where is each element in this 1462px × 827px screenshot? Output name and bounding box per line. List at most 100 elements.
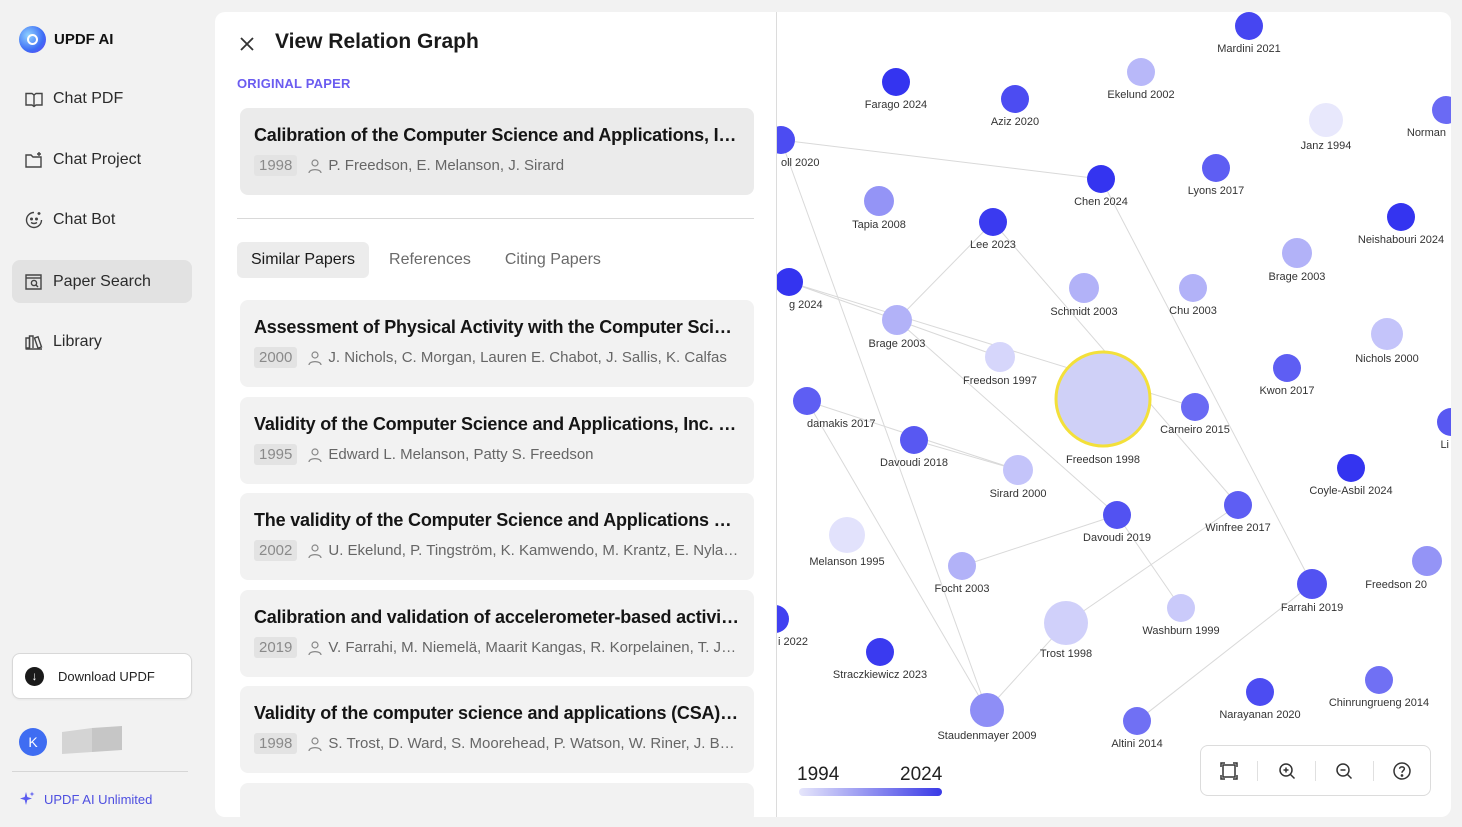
sidebar-item-paper-search[interactable]: Paper Search (12, 260, 192, 303)
graph-node[interactable]: oll 2020 (777, 126, 820, 169)
graph-node[interactable]: Narayanan 2020 (1219, 678, 1301, 721)
graph-node-circle[interactable] (793, 387, 821, 415)
graph-node[interactable]: Washburn 1999 (1142, 594, 1220, 637)
list-item[interactable]: The validity of the Computer Science and… (240, 493, 754, 580)
graph-node-circle[interactable] (1103, 501, 1131, 529)
tab-similar-papers[interactable]: Similar Papers (237, 242, 370, 278)
graph-node[interactable]: Freedson 20 (1365, 546, 1442, 591)
graph-node-circle[interactable] (979, 208, 1007, 236)
graph-node-circle[interactable] (1432, 96, 1451, 124)
graph-node-circle[interactable] (1437, 408, 1451, 436)
help-button[interactable] (1390, 759, 1414, 783)
graph-center-node-circle[interactable] (1054, 350, 1152, 448)
graph-node[interactable]: Neishabouri 2024 (1358, 203, 1444, 246)
graph-node[interactable]: Freedson 1997 (963, 342, 1037, 387)
graph-node[interactable]: i 2022 (777, 605, 808, 648)
graph-node[interactable]: Straczkiewicz 2023 (833, 638, 927, 681)
list-item[interactable] (240, 783, 754, 817)
graph-node-circle[interactable] (777, 605, 789, 633)
graph-node-circle[interactable] (985, 342, 1015, 372)
graph-node[interactable]: Carneiro 2015 (1160, 393, 1230, 436)
graph-node[interactable]: Schmidt 2003 (1050, 273, 1118, 318)
graph-node-circle[interactable] (1387, 203, 1415, 231)
graph-node[interactable]: Chinrungrueng 2014 (1329, 666, 1429, 709)
graph-node-circle[interactable] (1003, 455, 1033, 485)
relation-graph[interactable]: Mardini 2021 Farago 2024 Aziz 2020 Ekelund … (777, 12, 1451, 817)
graph-node-circle[interactable] (777, 126, 795, 154)
tab-citing-papers[interactable]: Citing Papers (504, 251, 601, 268)
graph-node-circle[interactable] (1371, 318, 1403, 350)
graph-node-circle[interactable] (1001, 85, 1029, 113)
original-paper-card[interactable]: Calibration of the Computer Science and … (240, 108, 754, 195)
list-item[interactable]: Calibration and validation of accelerome… (240, 590, 754, 677)
graph-node[interactable]: Norman (1407, 96, 1451, 139)
brand[interactable]: UPDF AI (19, 26, 113, 53)
graph-node-circle[interactable] (1044, 601, 1088, 645)
graph-node-circle[interactable] (1282, 238, 1312, 268)
graph-node-circle[interactable] (1127, 58, 1155, 86)
graph-node-circle[interactable] (1069, 273, 1099, 303)
graph-node[interactable]: Farago 2024 (865, 68, 927, 111)
graph-node[interactable]: Chu 2003 (1169, 274, 1217, 317)
graph-node-circle[interactable] (882, 305, 912, 335)
list-item[interactable]: Assessment of Physical Activity with the… (240, 300, 754, 387)
graph-node-circle[interactable] (1123, 707, 1151, 735)
graph-node[interactable]: Aziz 2020 (991, 85, 1039, 128)
list-item[interactable]: Validity of the Computer Science and App… (240, 397, 754, 484)
graph-node-circle[interactable] (866, 638, 894, 666)
updf-ai-unlimited-link[interactable]: UPDF AI Unlimited (18, 790, 152, 808)
graph-node-circle[interactable] (777, 268, 803, 296)
download-updf-button[interactable]: ↓ Download UPDF (12, 653, 192, 699)
graph-node-circle[interactable] (1224, 491, 1252, 519)
graph-node-circle[interactable] (1202, 154, 1230, 182)
graph-node[interactable]: Winfree 2017 (1205, 491, 1271, 534)
graph-node[interactable]: g 2024 (777, 268, 823, 311)
graph-node-circle[interactable] (1167, 594, 1195, 622)
graph-node[interactable]: Mardini 2021 (1217, 12, 1281, 55)
graph-node[interactable]: Trost 1998 (1040, 601, 1092, 660)
graph-canvas[interactable]: Mardini 2021 Farago 2024 Aziz 2020 Ekelund … (777, 12, 1451, 817)
pane-divider[interactable] (776, 12, 777, 817)
graph-node-circle[interactable] (1246, 678, 1274, 706)
graph-node[interactable]: Chen 2024 (1074, 165, 1128, 208)
graph-node[interactable]: Davoudi 2018 (880, 426, 948, 469)
avatar[interactable]: K (19, 728, 47, 756)
graph-node[interactable]: Coyle-Asbil 2024 (1309, 454, 1393, 497)
graph-node[interactable]: Melanson 1995 (809, 517, 885, 568)
graph-node-circle[interactable] (1365, 666, 1393, 694)
sidebar-item-chat-pdf[interactable]: Chat PDF (12, 77, 192, 120)
list-item[interactable]: Validity of the computer science and app… (240, 686, 754, 773)
sidebar-item-library[interactable]: Library (12, 320, 192, 363)
graph-node[interactable]: Lee 2023 (970, 208, 1016, 251)
graph-node[interactable]: Altini 2014 (1111, 707, 1163, 750)
graph-node[interactable]: Davoudi 2019 (1083, 501, 1151, 544)
graph-node[interactable]: Nichols 2000 (1355, 318, 1419, 365)
graph-node[interactable]: Lyons 2017 (1188, 154, 1244, 197)
graph-node-circle[interactable] (948, 552, 976, 580)
graph-node-circle[interactable] (1179, 274, 1207, 302)
graph-node-circle[interactable] (1181, 393, 1209, 421)
graph-node[interactable]: damakis 2017 (793, 387, 876, 430)
fit-view-button[interactable] (1217, 759, 1241, 783)
graph-node[interactable]: Farrahi 2019 (1281, 569, 1343, 614)
graph-node-circle[interactable] (829, 517, 865, 553)
graph-node[interactable]: Staudenmayer 2009 (937, 693, 1037, 742)
graph-node-circle[interactable] (1297, 569, 1327, 599)
graph-node[interactable]: Tapia 2008 (852, 186, 906, 231)
zoom-in-button[interactable] (1275, 759, 1299, 783)
sidebar-item-chat-project[interactable]: Chat Project (12, 138, 192, 181)
zoom-out-button[interactable] (1332, 759, 1356, 783)
graph-node-circle[interactable] (1412, 546, 1442, 576)
graph-node[interactable]: Focht 2003 (934, 552, 990, 595)
graph-node-circle[interactable] (900, 426, 928, 454)
graph-node[interactable]: Kwon 2017 (1259, 354, 1315, 397)
graph-center-node[interactable]: Freedson 1998 (1054, 350, 1152, 466)
close-icon[interactable] (237, 34, 257, 54)
graph-node-circle[interactable] (882, 68, 910, 96)
graph-node-circle[interactable] (1087, 165, 1115, 193)
graph-node-circle[interactable] (970, 693, 1004, 727)
graph-node[interactable]: Li (1437, 408, 1451, 451)
sidebar-item-chat-bot[interactable]: Chat Bot (12, 198, 192, 241)
graph-node-circle[interactable] (1235, 12, 1263, 40)
graph-node[interactable]: Ekelund 2002 (1107, 58, 1175, 101)
